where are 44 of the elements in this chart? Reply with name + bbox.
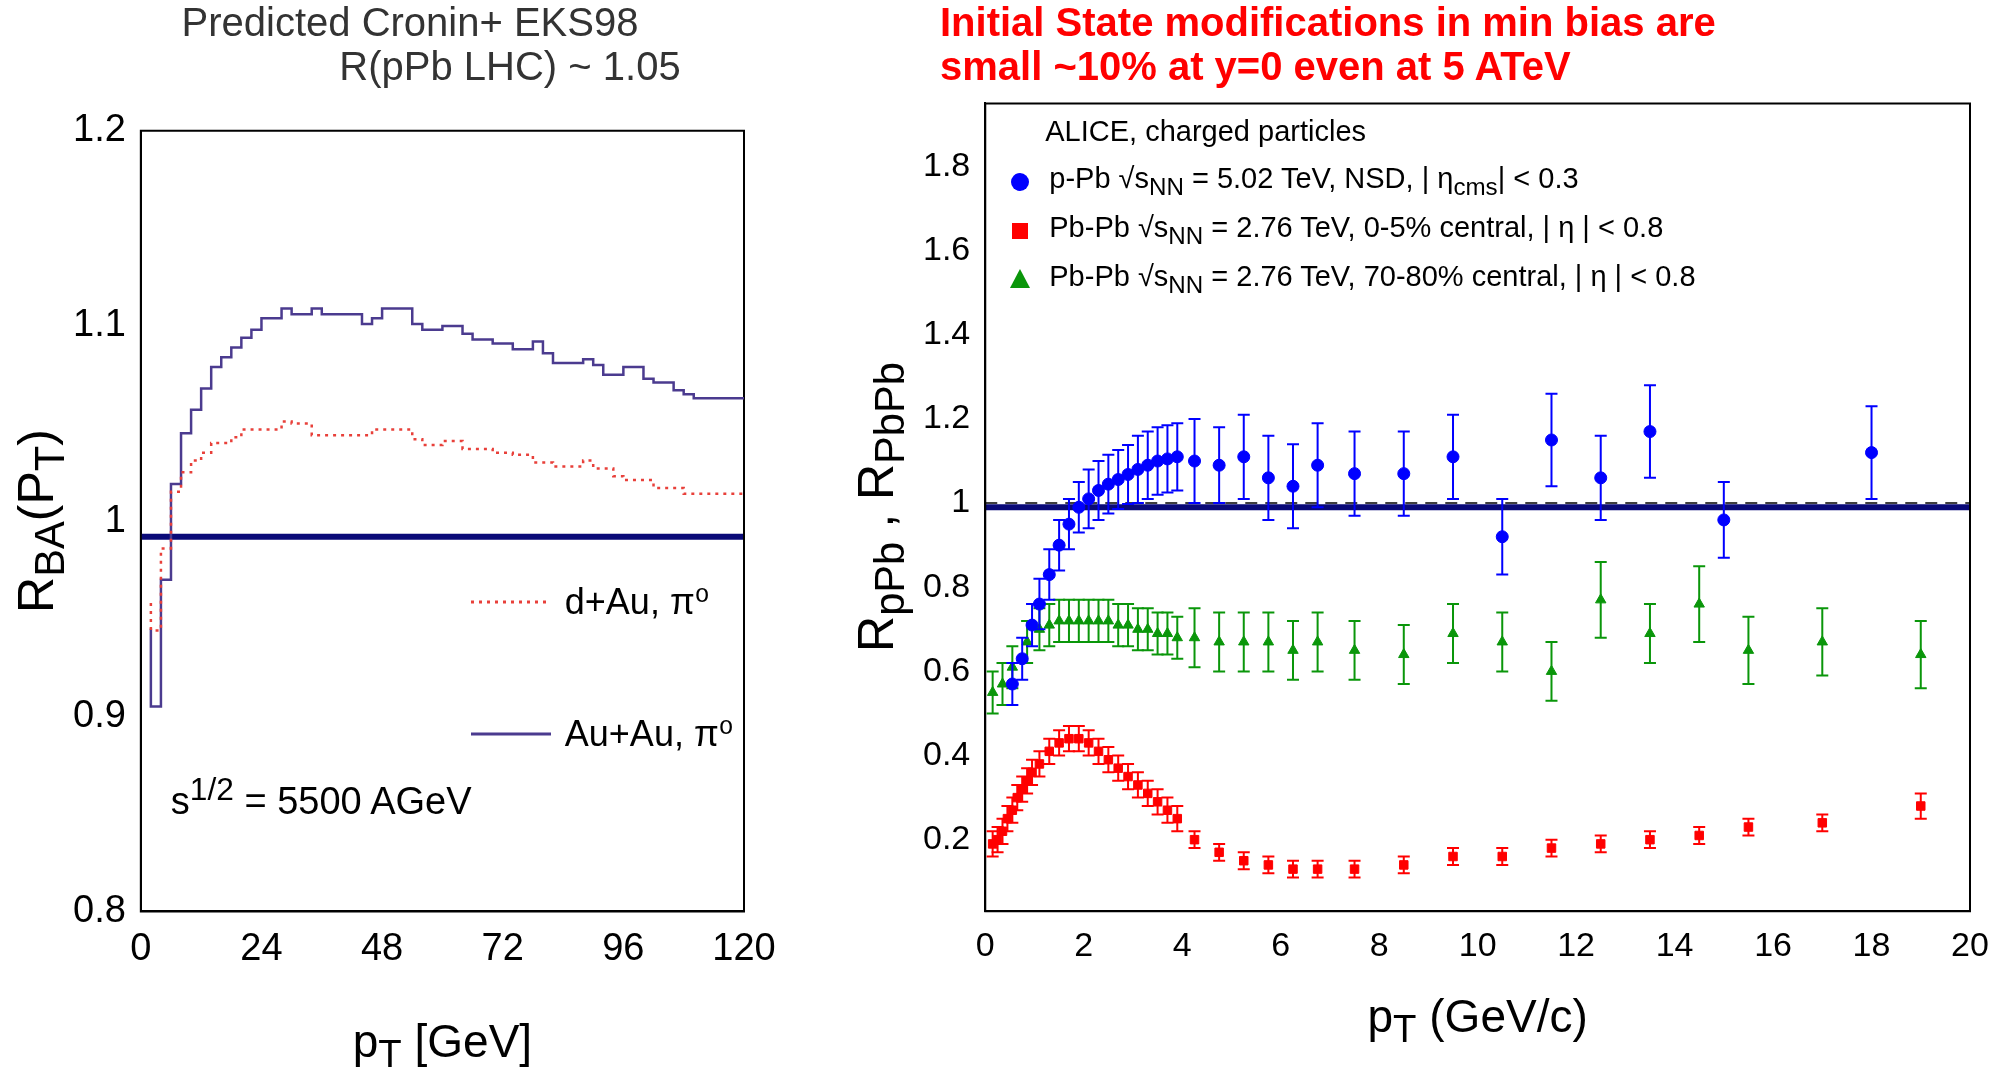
chart-title: Initial State modifications in min bias are [940,0,1716,44]
legend-label: d+Au, π⁰ [564,581,710,624]
x-tick-label: 16 [1754,924,1792,963]
legend-label: Pb-Pb √s$_{NN}$ = 2.76 TeV, 0-5% central, | η | < 0.8 [1049,211,1664,250]
x-tick-label: 96 [602,925,645,968]
x-tick-label: 0 [130,925,152,968]
x-axis-title: p$_{T}$ [GeV] [352,1013,533,1077]
x-tick-label: 72 [481,925,524,968]
x-tick-label: 18 [1852,924,1891,963]
y-tick-label: 0.9 [73,692,126,735]
legend-label: p-Pb √s$_{NN}$ = 5.02 TeV, NSD, | η$_{cms}$| < 0.3 [1049,162,1579,202]
y-tick-label: 0.8 [73,887,126,930]
y-tick-label: 1.8 [923,144,971,183]
legend-label: Au+Au, π⁰ [564,713,734,756]
y-tick-label: 1.6 [923,229,971,268]
y-tick-label: 1 [951,481,971,520]
x-tick-label: 24 [240,925,283,968]
x-tick-label: 48 [360,925,404,968]
x-tick-label: 120 [712,925,776,968]
x-axis-title: p$_{T}$ (GeV/c) [1367,988,1588,1052]
y-tick-label: 1.1 [73,302,126,345]
annotation: s$^{1/2}$ = 5500 AGeV [170,771,472,824]
y-tick-label: 0.8 [923,565,971,604]
y-tick-label: 0.2 [923,818,971,857]
chart-subtitle: R(pPb LHC) ~ 1.05 [338,44,682,88]
x-tick-label: 0 [975,924,995,963]
x-tick-label: 14 [1655,924,1694,963]
chart-subtitle: small ~10% at y=0 even at 5 ATeV [940,44,1571,88]
x-tick-label: 4 [1172,924,1192,963]
chart-title: Predicted Cronin+ EKS98 [180,0,640,44]
y-tick-label: 1.2 [923,397,971,436]
x-tick-label: 12 [1557,924,1596,963]
y-tick-label: 0.6 [923,649,971,688]
x-tick-label: 2 [1074,924,1094,963]
legend-title: ALICE, charged particles [1045,115,1368,149]
x-tick-label: 10 [1458,924,1497,963]
y-tick-label: 1 [104,497,126,540]
x-tick-label: 6 [1271,924,1291,963]
y-tick-label: 0.4 [923,733,971,772]
y-tick-label: 1.2 [73,107,126,150]
y-tick-label: 1.4 [923,313,971,352]
x-tick-label: 8 [1369,924,1389,963]
x-tick-label: 20 [1951,924,1989,963]
legend-label: Pb-Pb √s$_{NN}$ = 2.76 TeV, 70-80% central, | η | < 0.8 [1049,259,1696,299]
